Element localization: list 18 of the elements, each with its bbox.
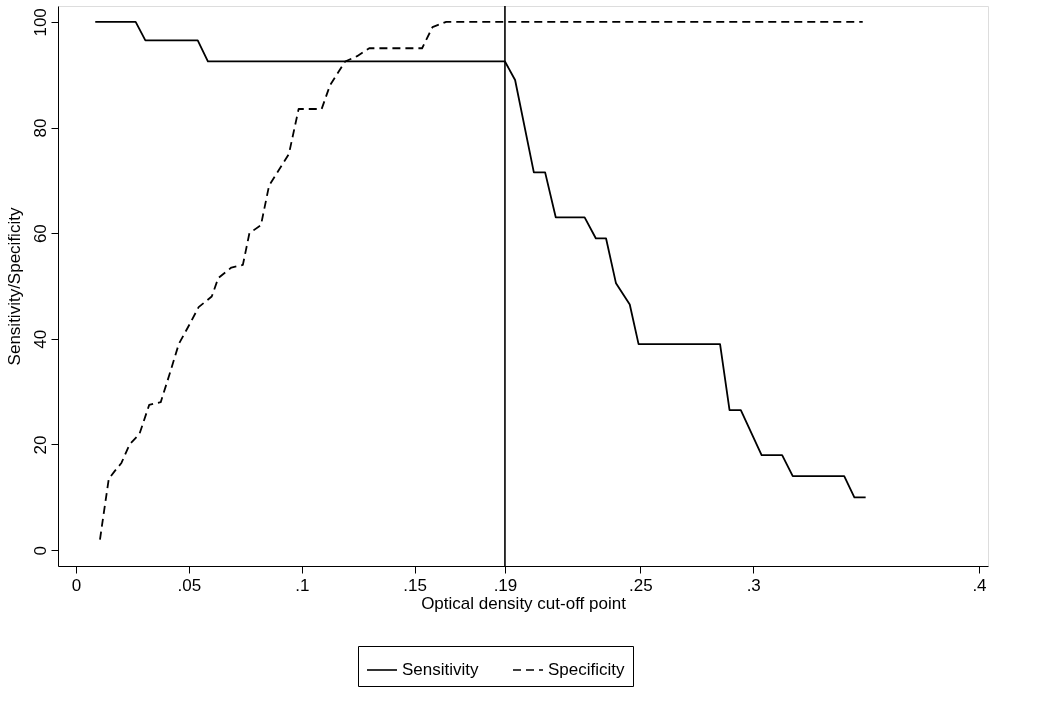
x-tick-label: .05 [177,575,202,595]
x-axis-title: Optical density cut-off point [421,593,627,613]
x-tick-label: .15 [403,575,427,595]
y-tick-label: 0 [30,545,50,556]
x-tick-label: 0 [71,575,82,595]
legend-label: Specificity [548,660,626,679]
legend-label: Sensitivity [402,660,480,679]
x-tick-label: .4 [972,575,987,595]
y-tick-label: 20 [30,435,50,455]
x-tick-label: .19 [493,575,518,595]
y-tick-label: 60 [30,224,50,244]
y-tick-label: 40 [30,329,50,349]
y-axis-title: Sensitivity/Specificity [4,207,24,366]
x-tick-label: .3 [746,575,761,595]
x-tick-label: .1 [295,575,310,595]
y-tick-label: 80 [30,118,50,138]
y-tick-label: 100 [30,8,50,37]
x-tick-label: .25 [629,575,653,595]
